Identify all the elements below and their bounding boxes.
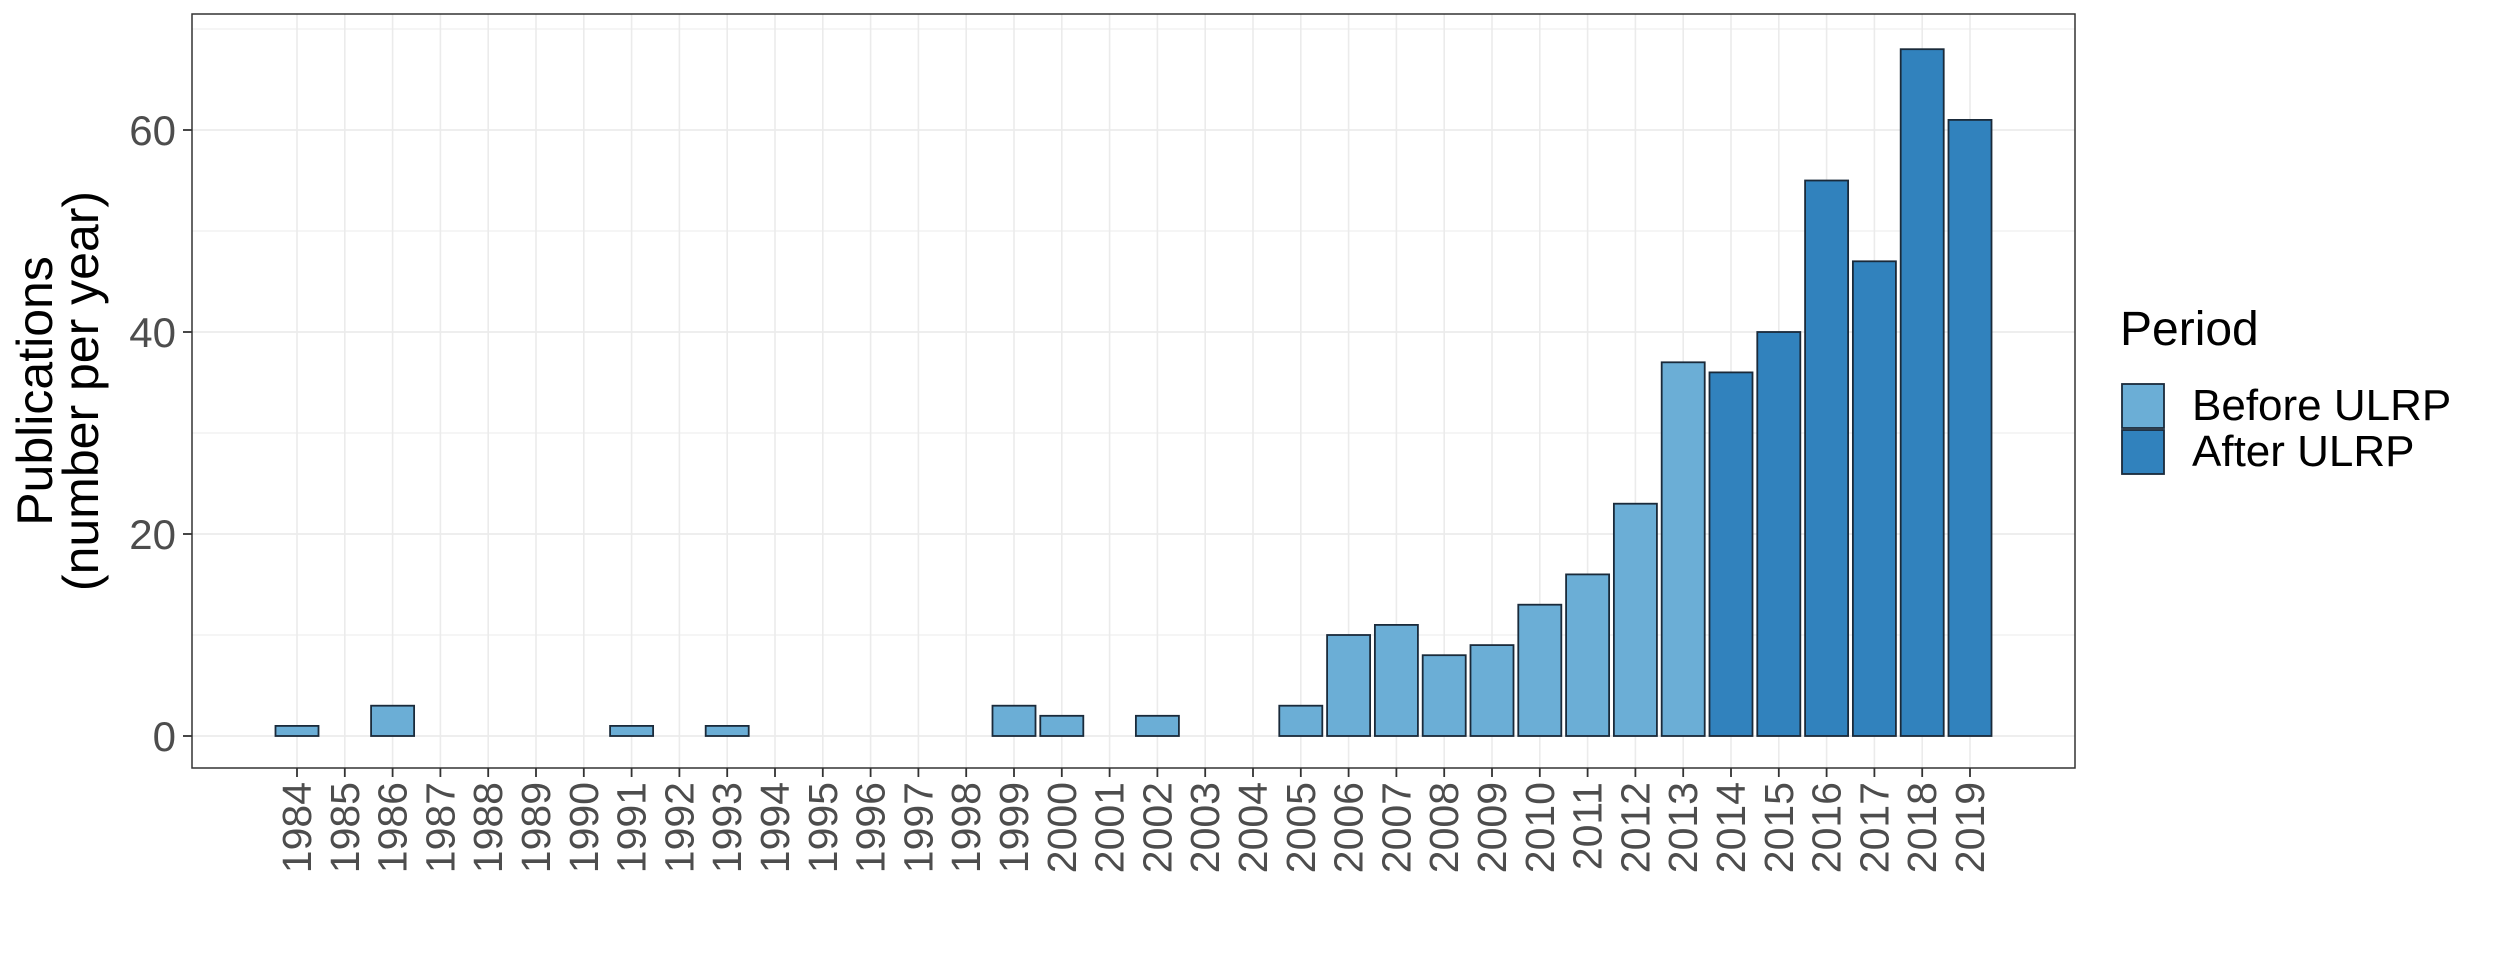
- bar-2002: [1134, 714, 1180, 737]
- bar-1986: [370, 704, 416, 737]
- y-axis-title-line: (number per year): [53, 191, 109, 591]
- x-tick-label: 2008: [1421, 782, 1467, 873]
- y-tick-label: 40: [129, 309, 176, 356]
- x-tick-label: 1989: [513, 782, 559, 873]
- bar-2005: [1278, 704, 1324, 737]
- bar-2016: [1804, 179, 1850, 737]
- x-tick-label: 1995: [800, 782, 846, 873]
- y-tick-label: 60: [129, 107, 176, 154]
- x-tick-label: 1993: [704, 782, 750, 873]
- x-tick-label: 2007: [1373, 782, 1419, 873]
- y-axis-title-line: Publications: [7, 256, 63, 526]
- y-tick-label: 0: [153, 713, 176, 760]
- bar-2006: [1326, 634, 1372, 737]
- bar-2014: [1708, 371, 1754, 737]
- x-tick-label: 2017: [1851, 782, 1897, 873]
- bar-2000: [1039, 714, 1085, 737]
- x-tick-label: 2006: [1326, 782, 1372, 873]
- x-tick-label: 1986: [370, 782, 416, 873]
- x-tick-label: 2004: [1230, 782, 1276, 873]
- x-tick-label: 2014: [1708, 782, 1754, 873]
- x-tick-label: 1990: [561, 782, 607, 873]
- bars: [274, 48, 1993, 737]
- x-tick-label: 2005: [1278, 782, 1324, 873]
- bar-2019: [1947, 119, 1993, 737]
- legend-swatch: [2121, 383, 2165, 429]
- x-tick-label: 1987: [417, 782, 463, 873]
- y-axis-ticks: 0 20 40 60: [129, 107, 192, 760]
- x-tick-label: 2000: [1039, 782, 1085, 873]
- x-tick-label: 1996: [848, 782, 894, 873]
- x-tick-label: 1985: [322, 782, 368, 873]
- bar-2018: [1899, 48, 1945, 737]
- bar-2009: [1469, 644, 1515, 737]
- x-tick-label: 1997: [895, 782, 941, 873]
- legend-title: Period: [2120, 303, 2259, 356]
- bar-1999: [991, 704, 1037, 737]
- x-tick-label: 1994: [752, 782, 798, 873]
- plot-panel-border: [191, 13, 2076, 769]
- x-tick-label: 1988: [465, 782, 511, 873]
- bar-2011: [1565, 573, 1611, 737]
- x-tick-label: 2001: [1087, 782, 1133, 873]
- bar-2017: [1851, 260, 1897, 737]
- x-tick-label: 2016: [1804, 782, 1850, 873]
- bar-2007: [1373, 624, 1419, 737]
- x-tick-label: 2012: [1612, 782, 1658, 873]
- x-tick-label: 2011: [1565, 782, 1611, 870]
- bar-1991: [609, 725, 655, 737]
- x-tick-label: 2015: [1756, 782, 1802, 873]
- x-tick-label: 2010: [1517, 782, 1563, 873]
- x-tick-label: 2019: [1947, 782, 1993, 873]
- y-axis-title: Publications(number per year): [7, 191, 109, 591]
- x-tick-label: 1998: [943, 782, 989, 873]
- legend-label: After ULRP: [2192, 427, 2415, 476]
- x-tick-label: 2003: [1182, 782, 1228, 873]
- bar-2010: [1517, 603, 1563, 737]
- bar-2013: [1660, 361, 1706, 737]
- bar-1984: [274, 725, 320, 737]
- bar-2008: [1421, 654, 1467, 737]
- bar-1993: [704, 725, 750, 737]
- x-axis-ticks: 1984 1985 1986 1987 1988 1989 1990 1991 1992 1993…: [274, 768, 1993, 873]
- x-tick-label: 2018: [1899, 782, 1945, 873]
- x-tick-label: 2002: [1134, 782, 1180, 873]
- x-tick-label: 2009: [1469, 782, 1515, 873]
- x-tick-label: 1984: [274, 782, 320, 873]
- x-tick-label: 2013: [1660, 782, 1706, 873]
- legend-label: Before ULRP: [2192, 381, 2451, 430]
- x-tick-label: 1991: [609, 782, 655, 873]
- y-tick-label: 20: [129, 511, 176, 558]
- x-tick-label: 1992: [656, 782, 702, 873]
- bar-2012: [1612, 502, 1658, 737]
- x-tick-label: 1999: [991, 782, 1037, 873]
- bar-2015: [1756, 331, 1802, 737]
- legend-swatch: [2121, 429, 2165, 475]
